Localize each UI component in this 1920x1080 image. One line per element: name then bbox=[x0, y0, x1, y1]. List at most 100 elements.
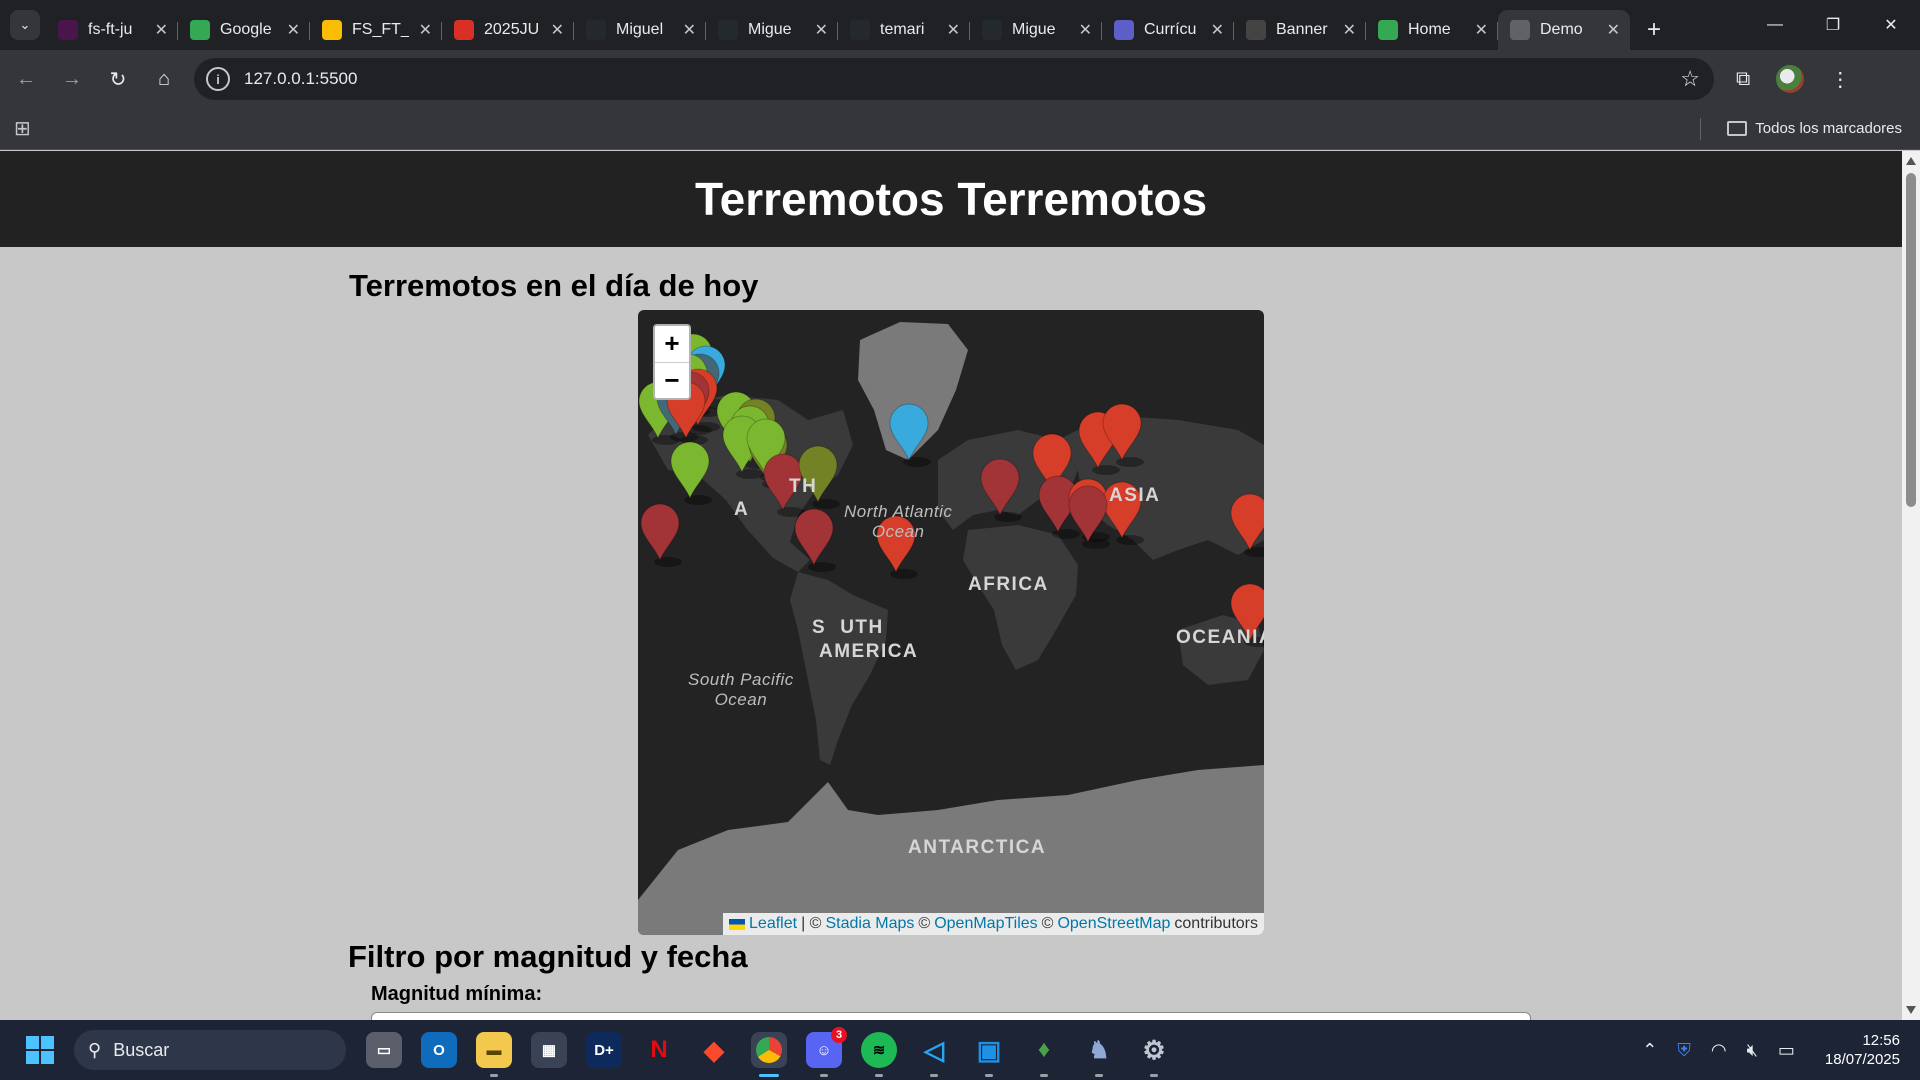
chevron-down-icon: ⌄ bbox=[19, 17, 31, 32]
earthquake-marker[interactable] bbox=[794, 508, 836, 572]
tab-close-icon[interactable]: ✕ bbox=[1606, 22, 1620, 39]
earthquake-marker[interactable] bbox=[763, 453, 805, 517]
minimize-button[interactable]: — bbox=[1746, 0, 1804, 50]
earthquake-marker[interactable] bbox=[1102, 481, 1144, 545]
leaflet-link[interactable]: Leaflet bbox=[749, 915, 798, 932]
zoom-out-button[interactable]: − bbox=[664, 364, 680, 395]
windows-taskbar: ⚲ Buscar ▭ O ▬ ▦ D+ N ◆ ☺ 3 ≋ ◁ ▣ ♦ ♞ ⚙ ⌃… bbox=[0, 1020, 1920, 1080]
taskbar-search[interactable]: ⚲ Buscar bbox=[74, 1030, 346, 1070]
close-window-button[interactable]: ✕ bbox=[1862, 0, 1920, 50]
wifi-icon[interactable]: ◠ bbox=[1710, 1039, 1727, 1060]
earthquake-marker[interactable] bbox=[1230, 583, 1264, 647]
earthquake-marker[interactable] bbox=[876, 515, 918, 579]
browser-tab[interactable]: Demo ✕ bbox=[1498, 10, 1630, 50]
tab-close-icon[interactable]: ✕ bbox=[550, 22, 564, 39]
stadia-link[interactable]: Stadia Maps bbox=[825, 915, 915, 932]
scroll-thumb[interactable] bbox=[1906, 173, 1916, 507]
volume-muted-icon[interactable]: 🔇︎ bbox=[1746, 1039, 1758, 1060]
site-info-icon[interactable]: i bbox=[206, 67, 230, 91]
apps-grid-icon[interactable]: ⊞ bbox=[14, 118, 31, 140]
vscode-icon[interactable]: ◁ bbox=[916, 1032, 952, 1077]
outlook-icon[interactable]: O bbox=[421, 1032, 457, 1068]
task-view-icon[interactable]: ▭ bbox=[366, 1032, 402, 1068]
google-icon bbox=[190, 20, 210, 40]
earthquake-marker[interactable] bbox=[1068, 485, 1110, 549]
browser-tab[interactable]: Miguel ✕ bbox=[574, 10, 706, 50]
magnitude-input[interactable] bbox=[371, 1012, 1531, 1020]
tab-close-icon[interactable]: ✕ bbox=[286, 22, 300, 39]
zoom-in-button[interactable]: + bbox=[655, 326, 689, 363]
document-icon bbox=[1114, 20, 1134, 40]
forward-button[interactable]: → bbox=[52, 59, 92, 99]
browser-tab[interactable]: Google ✕ bbox=[178, 10, 310, 50]
discord-icon[interactable]: ☺ 3 bbox=[806, 1027, 847, 1077]
browser-tab[interactable]: Currícu ✕ bbox=[1102, 10, 1234, 50]
spotify-icon[interactable]: ≋ bbox=[861, 1032, 897, 1077]
address-bar[interactable]: i 127.0.0.1:5500 ☆ bbox=[194, 58, 1714, 100]
earthquake-marker[interactable] bbox=[889, 403, 931, 467]
settings-icon[interactable]: ⚙ bbox=[1136, 1032, 1172, 1077]
home-button[interactable]: ⌂ bbox=[144, 59, 184, 99]
earthquake-marker[interactable] bbox=[798, 445, 840, 509]
attribution-contributors: contributors bbox=[1174, 915, 1258, 932]
file-explorer-icon[interactable]: ▬ bbox=[476, 1032, 512, 1077]
store-icon[interactable]: ▦ bbox=[531, 1032, 567, 1068]
earthquake-marker[interactable] bbox=[1230, 493, 1264, 557]
all-bookmarks-button[interactable]: Todos los marcadores bbox=[1700, 117, 1902, 140]
chrome-icon[interactable] bbox=[751, 1032, 787, 1077]
new-tab-button[interactable]: + bbox=[1634, 10, 1674, 50]
clock[interactable]: 12:56 18/07/2025 bbox=[1825, 1031, 1900, 1069]
bookmarks-separator bbox=[1700, 117, 1702, 140]
profile-avatar[interactable] bbox=[1776, 65, 1805, 93]
tab-close-icon[interactable]: ✕ bbox=[814, 22, 828, 39]
back-button[interactable]: ← bbox=[6, 59, 46, 99]
tab-close-icon[interactable]: ✕ bbox=[1342, 22, 1356, 39]
tab-close-icon[interactable]: ✕ bbox=[418, 22, 432, 39]
map-label-north-america: TH bbox=[789, 476, 818, 497]
earthquake-marker[interactable] bbox=[640, 503, 682, 567]
earthquake-marker[interactable] bbox=[670, 441, 712, 505]
browser-tab[interactable]: Banner ✕ bbox=[1234, 10, 1366, 50]
tab-close-icon[interactable]: ✕ bbox=[1078, 22, 1092, 39]
openstreetmap-link[interactable]: OpenStreetMap bbox=[1057, 915, 1171, 932]
mongodb-icon[interactable]: ♦ bbox=[1026, 1032, 1062, 1077]
earthquake-map[interactable]: + − TH A ASIA AFRICA S UTH AMERICA OCEANI… bbox=[638, 310, 1264, 935]
tab-search-button[interactable]: ⌄ bbox=[10, 10, 40, 40]
browser-tab[interactable]: Migue ✕ bbox=[706, 10, 838, 50]
browser-tab[interactable]: FS_FT_ ✕ bbox=[310, 10, 442, 50]
tab-close-icon[interactable]: ✕ bbox=[946, 22, 960, 39]
security-shield-icon[interactable]: ⛨ bbox=[1677, 1039, 1691, 1060]
menu-dots-icon[interactable]: ⋮ bbox=[1830, 68, 1851, 91]
extensions-icon[interactable]: ⧉ bbox=[1736, 67, 1751, 90]
page-scrollbar[interactable] bbox=[1902, 151, 1920, 1020]
bookmark-star-icon[interactable]: ☆ bbox=[1680, 66, 1700, 91]
tab-title: Miguel bbox=[616, 21, 664, 38]
scroll-up-arrow[interactable] bbox=[1906, 157, 1916, 165]
restore-button[interactable]: ❐ bbox=[1804, 0, 1862, 50]
browser-tab[interactable]: Home ✕ bbox=[1366, 10, 1498, 50]
earthquake-marker[interactable] bbox=[980, 458, 1022, 522]
postgresql-icon[interactable]: ♞ bbox=[1081, 1032, 1117, 1077]
start-button[interactable] bbox=[26, 1036, 54, 1064]
reload-icon: ↻ bbox=[109, 68, 127, 91]
home-icon: ⌂ bbox=[157, 67, 171, 90]
disney-plus-icon[interactable]: D+ bbox=[586, 1032, 622, 1068]
tab-close-icon[interactable]: ✕ bbox=[154, 22, 168, 39]
browser-tab[interactable]: fs-ft-ju ✕ bbox=[46, 10, 178, 50]
browser-tab[interactable]: 2025JU ✕ bbox=[442, 10, 574, 50]
reload-button[interactable]: ↻ bbox=[98, 59, 138, 99]
battery-icon[interactable]: ▭ bbox=[1777, 1039, 1795, 1060]
chevron-up-icon[interactable]: ⌃ bbox=[1642, 1039, 1658, 1060]
tab-close-icon[interactable]: ✕ bbox=[1474, 22, 1488, 39]
openmaptiles-link[interactable]: OpenMapTiles bbox=[934, 915, 1038, 932]
earthquake-marker[interactable] bbox=[1102, 403, 1144, 467]
tab-close-icon[interactable]: ✕ bbox=[1210, 22, 1224, 39]
bookmarks-bar: ⊞ Todos los marcadores bbox=[0, 108, 1920, 150]
docker-icon[interactable]: ▣ bbox=[971, 1032, 1007, 1077]
scroll-down-arrow[interactable] bbox=[1906, 1006, 1916, 1014]
anydesk-icon[interactable]: ◆ bbox=[704, 1034, 724, 1065]
browser-tab[interactable]: temari ✕ bbox=[838, 10, 970, 50]
netflix-icon[interactable]: N bbox=[650, 1036, 668, 1063]
browser-tab[interactable]: Migue ✕ bbox=[970, 10, 1102, 50]
tab-close-icon[interactable]: ✕ bbox=[682, 22, 696, 39]
